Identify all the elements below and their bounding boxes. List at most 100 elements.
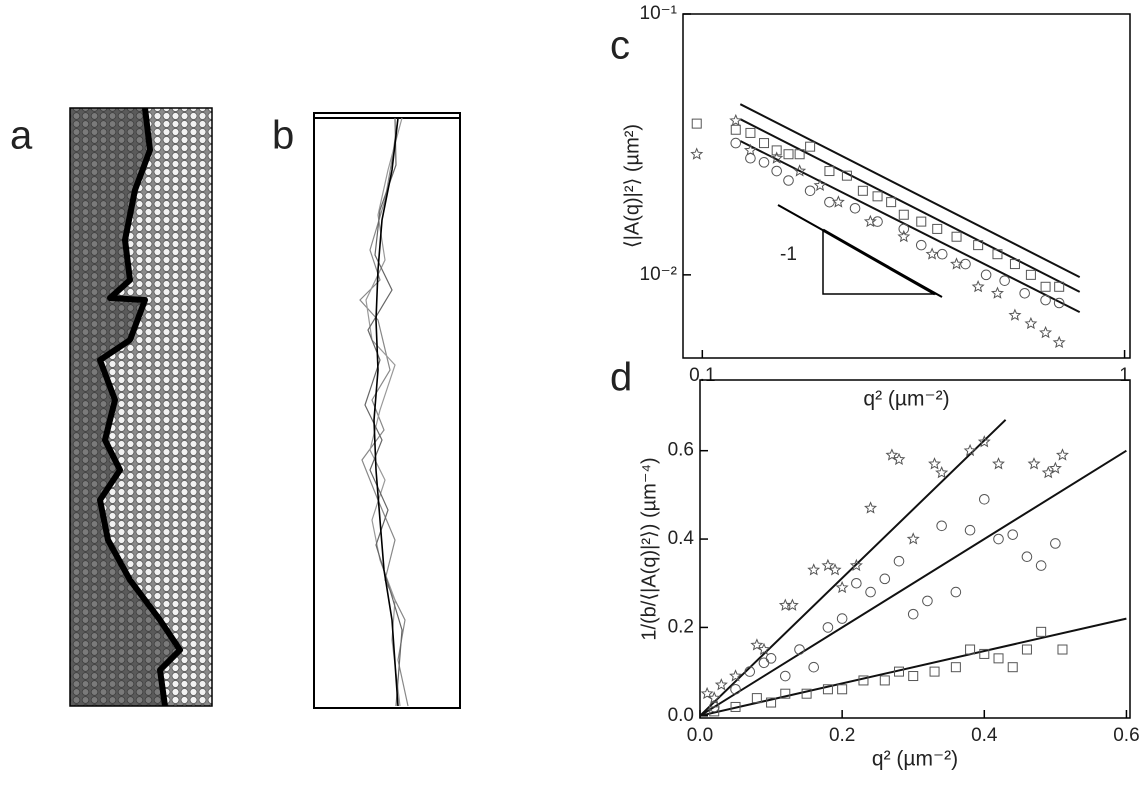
slope-triangle [777, 204, 943, 298]
square-point [932, 223, 943, 234]
circle-point [1040, 294, 1051, 306]
square-point [879, 675, 890, 686]
circle-point [865, 586, 876, 598]
star-point [1039, 325, 1053, 339]
square-point [908, 671, 919, 682]
square-point [1057, 644, 1068, 655]
circle-point [758, 657, 770, 669]
circle-point [960, 258, 971, 270]
y-tick-label: 0.6 [668, 440, 694, 461]
square-point [751, 693, 762, 704]
square-point [822, 684, 833, 695]
star-point [821, 558, 835, 572]
x-tick-label: 0.6 [1113, 725, 1139, 746]
circle-point [771, 165, 782, 177]
star-point [906, 532, 920, 545]
star-point [793, 164, 807, 177]
star-point [700, 686, 714, 700]
panel-label: b [272, 114, 294, 158]
star-point [1024, 316, 1038, 330]
star-point [828, 563, 842, 576]
star-point [897, 229, 911, 243]
y-tick-label: 0.4 [668, 528, 695, 549]
star-point [971, 279, 985, 293]
star-point [831, 195, 845, 208]
star-point [935, 465, 949, 479]
circle-point [758, 157, 770, 168]
star-point [1052, 335, 1066, 349]
circle-point [999, 275, 1010, 286]
x-tick-label: 0.2 [829, 725, 855, 746]
circle-point [964, 524, 976, 536]
square-point [894, 666, 905, 677]
square-point [979, 648, 990, 659]
star-point [863, 214, 877, 228]
circle-point [936, 520, 947, 532]
square-point [886, 197, 897, 208]
circle-point [730, 137, 742, 149]
circle-point [849, 202, 861, 214]
fit-line [699, 617, 1127, 717]
star-point [849, 558, 863, 572]
circle-point [1007, 529, 1019, 540]
square-point [992, 249, 1003, 260]
circle-point [836, 613, 848, 624]
circle-point [936, 248, 948, 260]
circle-point [824, 196, 835, 208]
star-point [743, 143, 757, 156]
panel-label: c [610, 24, 630, 68]
square-point [1021, 644, 1032, 655]
circle-point [808, 661, 820, 673]
square-point [730, 124, 741, 135]
circle-point [765, 653, 777, 664]
star-point [885, 448, 899, 461]
square-point [783, 149, 794, 160]
square-point [745, 127, 756, 138]
square-point [841, 170, 852, 181]
interface-traces [359, 117, 409, 707]
x-tick-label: 0.4 [971, 725, 998, 746]
star-point [807, 563, 821, 576]
circle-point [779, 670, 791, 682]
square-point [951, 231, 962, 242]
plot-frame [682, 13, 1131, 359]
star-point [1027, 457, 1041, 470]
circle-point [1053, 297, 1065, 309]
x-tick-label: 0.0 [687, 725, 713, 746]
square-point [1054, 281, 1065, 292]
star-point [1048, 461, 1062, 474]
star-point [690, 147, 704, 160]
star-point [864, 501, 878, 514]
circle-point [1035, 560, 1047, 571]
crystal-region [70, 108, 180, 706]
y-tick-label: 0.2 [668, 616, 694, 637]
circle-point [915, 239, 927, 251]
square-point [993, 653, 1004, 664]
circle-point [1019, 287, 1030, 299]
plot-frame [699, 379, 1131, 719]
y-axis-title: 1/(b/⟨|A(q)|²⟩) (µm⁻⁴) [638, 457, 660, 640]
interface-line [97, 107, 183, 707]
star-point [785, 598, 799, 611]
square-point [929, 666, 940, 677]
square-point [771, 145, 782, 156]
square-point [801, 688, 812, 699]
circle-point [898, 223, 910, 235]
star-point [1055, 448, 1069, 461]
square-point [780, 688, 791, 699]
square-point [1009, 259, 1020, 270]
square-point [872, 191, 883, 202]
star-point [757, 642, 771, 656]
circle-point [872, 216, 883, 227]
x-axis-title: q² (µm⁻²) [863, 388, 949, 411]
circle-point [879, 573, 891, 585]
square-point [950, 662, 961, 673]
circle-point [993, 533, 1004, 545]
star-point [950, 257, 964, 270]
square-point [709, 706, 720, 717]
star-point [925, 247, 939, 260]
circle-point [1021, 551, 1033, 563]
fit-line [739, 140, 1081, 313]
